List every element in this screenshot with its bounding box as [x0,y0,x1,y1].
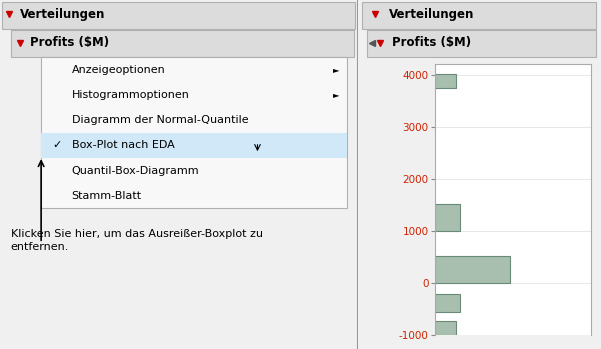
Bar [41,57,347,208]
Bar [2,2,355,29]
Text: Profits ($M): Profits ($M) [392,36,471,50]
Text: Anzeigeoptionen: Anzeigeoptionen [72,65,165,75]
Text: Quantil-Box-Diagramm: Quantil-Box-Diagramm [72,165,199,176]
Bar [436,257,510,283]
Bar [11,30,354,57]
Bar [436,74,456,88]
Text: ►: ► [333,65,340,74]
Bar [41,133,347,158]
Bar [436,204,460,231]
Text: Box-Plot nach EDA: Box-Plot nach EDA [72,140,174,150]
Bar [367,30,596,57]
Bar [362,2,596,29]
Text: ►: ► [333,90,340,99]
Text: Klicken Sie hier, um das Ausreißer-Boxplot zu
entfernen.: Klicken Sie hier, um das Ausreißer-Boxpl… [11,229,263,252]
Text: Verteilungen: Verteilungen [20,8,105,21]
Bar [436,321,456,335]
Text: Profits ($M): Profits ($M) [31,36,109,50]
Bar [436,295,460,312]
Text: ✓: ✓ [52,140,61,150]
Text: Verteilungen: Verteilungen [389,8,475,21]
Text: Histogrammoptionen: Histogrammoptionen [72,90,189,100]
Text: Diagramm der Normal-Quantile: Diagramm der Normal-Quantile [72,115,248,125]
Text: Stamm-Blatt: Stamm-Blatt [72,191,142,201]
